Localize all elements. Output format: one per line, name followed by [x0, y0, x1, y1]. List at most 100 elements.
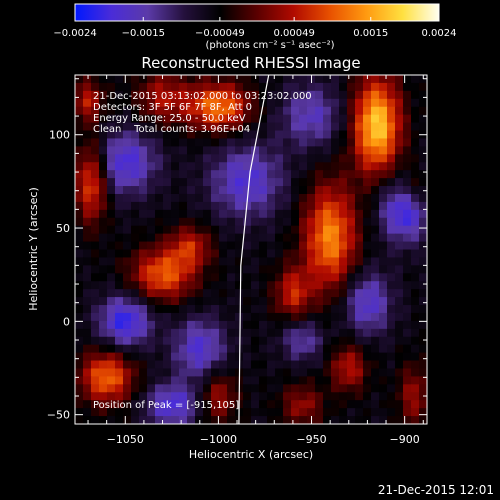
heatmap-cell [83, 249, 92, 259]
heatmap-cell [259, 170, 268, 179]
heatmap-cell [403, 162, 412, 171]
heatmap-cell [283, 384, 292, 393]
heatmap-cell [203, 201, 212, 211]
heatmap-cell [419, 106, 427, 116]
heatmap-cell [163, 138, 172, 147]
heatmap-cell [395, 265, 404, 274]
heatmap-cell [179, 193, 188, 203]
heatmap-cell [371, 162, 380, 171]
colorbar-tick-label: 0.0015 [353, 28, 388, 39]
heatmap-cell [203, 297, 212, 306]
heatmap-cell [243, 249, 252, 259]
heatmap-cell [339, 312, 348, 322]
heatmap-cell [251, 297, 260, 306]
heatmap-cell [163, 75, 172, 84]
heatmap-cell [403, 114, 412, 124]
heatmap-cell [203, 368, 212, 378]
heatmap-cell [419, 320, 427, 330]
heatmap-cell [75, 257, 84, 266]
heatmap-cell [99, 106, 108, 116]
heatmap-cell [291, 170, 300, 179]
heatmap-cell [379, 320, 388, 330]
heatmap-cell [227, 360, 236, 370]
heatmap-cell [171, 209, 180, 219]
heatmap-cell [163, 384, 172, 393]
heatmap-cell [379, 122, 388, 132]
heatmap-cell [291, 328, 300, 338]
heatmap-cell [267, 201, 276, 211]
heatmap-cell [387, 170, 396, 179]
heatmap-cell [259, 82, 268, 92]
heatmap-cell [259, 344, 268, 354]
heatmap-cell [91, 352, 100, 362]
heatmap-cell [147, 138, 156, 147]
heatmap-cell [347, 376, 356, 385]
heatmap-cell [387, 289, 396, 298]
heatmap-cell [187, 344, 196, 354]
heatmap-cell [163, 281, 172, 290]
heatmap-cell [291, 130, 300, 140]
heatmap-cell [283, 217, 292, 227]
colorbar-tick-label: 0.0024 [422, 28, 457, 39]
heatmap-cell [259, 376, 268, 385]
heatmap-cell [219, 233, 228, 243]
heatmap-cell [219, 209, 228, 219]
heatmap-cell [323, 273, 332, 282]
heatmap-cell [371, 400, 380, 409]
heatmap-cell [227, 75, 236, 84]
heatmap-cell [331, 289, 340, 298]
heatmap-cell [403, 201, 412, 211]
heatmap-cell [115, 154, 124, 163]
heatmap-cell [147, 82, 156, 92]
heatmap-cell [171, 241, 180, 251]
heatmap-cell [403, 328, 412, 338]
heatmap-cell [163, 416, 172, 424]
peak-position-label: Position of Peak = [-915,105] [93, 400, 239, 411]
heatmap-cell [267, 193, 276, 203]
heatmap-cell [91, 336, 100, 346]
heatmap-cell [123, 122, 132, 132]
heatmap-cell [179, 320, 188, 330]
heatmap-cell [171, 360, 180, 370]
heatmap-cell [107, 154, 116, 163]
heatmap-cell [275, 289, 284, 298]
heatmap-cell [219, 273, 228, 282]
heatmap-cell [411, 384, 420, 393]
heatmap-cell [251, 257, 260, 266]
heatmap-cell [115, 392, 124, 401]
heatmap-cell [323, 376, 332, 385]
heatmap-cell [203, 162, 212, 171]
heatmap-cell [147, 249, 156, 259]
heatmap-cell [131, 384, 140, 393]
heatmap-cell [347, 257, 356, 266]
heatmap-cell [107, 75, 116, 84]
heatmap-cell [155, 225, 164, 235]
heatmap-cell [395, 114, 404, 124]
heatmap-cell [267, 368, 276, 378]
heatmap-cell [123, 130, 132, 140]
heatmap-cell [243, 186, 252, 195]
heatmap-cell [115, 249, 124, 259]
heatmap-cell [91, 273, 100, 282]
heatmap-cell [187, 75, 196, 84]
heatmap-cell [323, 360, 332, 370]
heatmap-cell [315, 75, 324, 84]
heatmap-cell [403, 106, 412, 116]
heatmap-cell [251, 360, 260, 370]
heatmap-cell [299, 281, 308, 290]
heatmap-cell [131, 336, 140, 346]
heatmap-cell [107, 344, 116, 354]
heatmap-cell [379, 281, 388, 290]
heatmap-cell [411, 130, 420, 140]
heatmap-cell [163, 360, 172, 370]
heatmap-cell [299, 138, 308, 147]
heatmap-cell [195, 344, 204, 354]
heatmap-cell [171, 352, 180, 362]
heatmap-cell [235, 273, 244, 282]
heatmap-cell [363, 368, 372, 378]
heatmap-cell [355, 328, 364, 338]
heatmap-cell [339, 336, 348, 346]
heatmap-cell [315, 122, 324, 132]
heatmap-cell [371, 186, 380, 195]
heatmap-cell [371, 384, 380, 393]
